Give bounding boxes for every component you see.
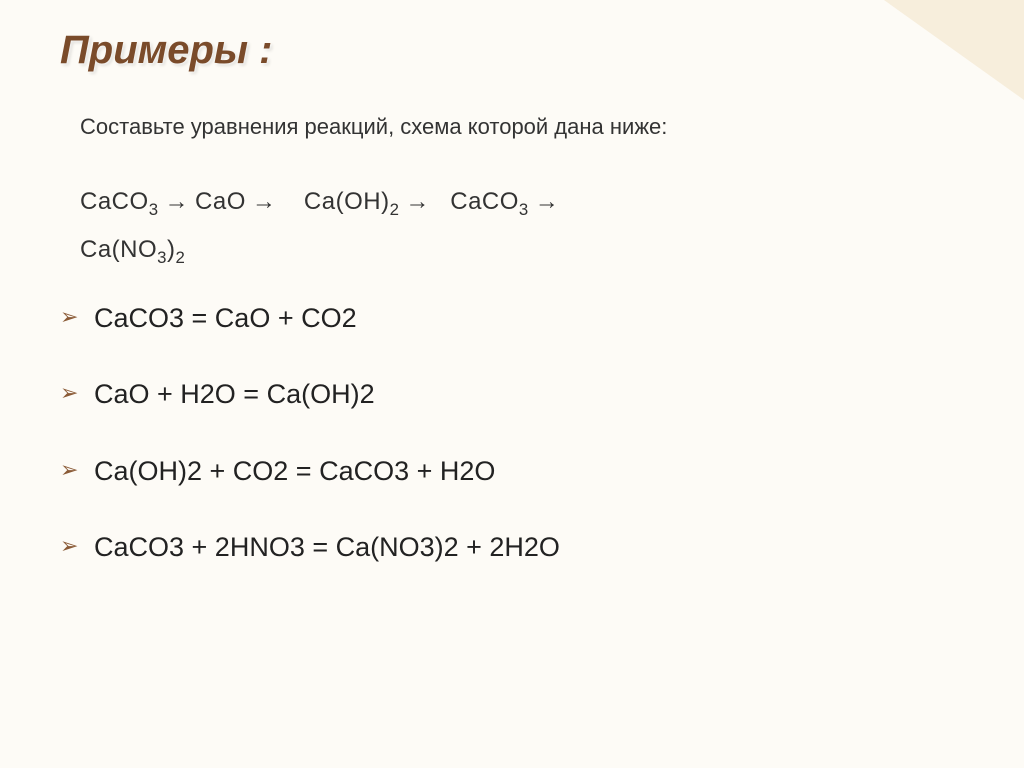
reaction-chain-row-1: CaCO3→CaO→ Ca(OH)2→ CaCO3→: [80, 188, 565, 220]
chevron-right-icon: ➢: [60, 376, 94, 409]
equation-text: CaCO3 = CaO + CO2: [94, 300, 357, 336]
slide: Примеры : Составьте уравнения реакций, с…: [0, 0, 1024, 768]
chevron-right-icon: ➢: [60, 300, 94, 333]
equation-item: ➢ CaCO3 = CaO + CO2: [60, 300, 964, 336]
reaction-chain-row-2: Ca(NO3)2: [80, 236, 185, 268]
chevron-right-icon: ➢: [60, 453, 94, 486]
equation-item: ➢ Ca(OH)2 + CO2 = CaCO3 + H2O: [60, 453, 964, 489]
slide-title: Примеры :: [60, 28, 273, 73]
equation-text: CaO + H2O = Ca(OH)2: [94, 376, 375, 412]
equation-item: ➢ CaO + H2O = Ca(OH)2: [60, 376, 964, 412]
corner-accent: [884, 0, 1024, 100]
equation-item: ➢ CaCO3 + 2HNO3 = Ca(NO3)2 + 2H2O: [60, 529, 964, 565]
equation-text: CaCO3 + 2HNO3 = Ca(NO3)2 + 2H2O: [94, 529, 560, 565]
chevron-right-icon: ➢: [60, 529, 94, 562]
equation-list: ➢ CaCO3 = CaO + CO2 ➢ CaO + H2O = Ca(OH)…: [60, 300, 964, 606]
equation-text: Ca(OH)2 + CO2 = CaCO3 + H2O: [94, 453, 495, 489]
instruction-text: Составьте уравнения реакций, схема котор…: [80, 112, 944, 142]
